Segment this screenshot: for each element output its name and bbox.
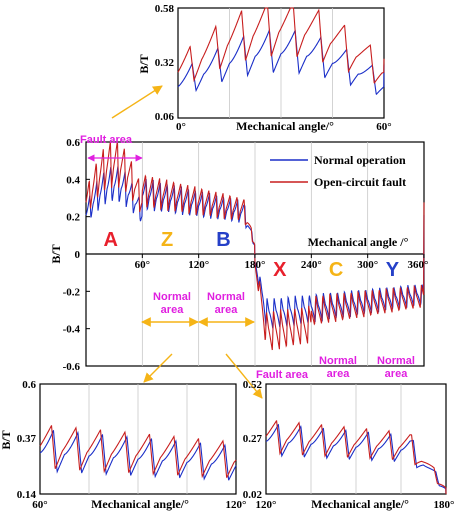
annotation-normal-area-1-line1: Normal (153, 291, 191, 303)
annotations: Fault area Normal area Normal area Fault… (80, 134, 415, 381)
zone-letter-c: C (329, 259, 343, 281)
annotation-fault-area-1: Fault area (80, 134, 133, 146)
inset-left-xtick-0: 60° (32, 499, 47, 511)
main-xtick-2: 180° (245, 259, 266, 271)
annotation-normal-area-4-line2: area (385, 368, 409, 380)
arrow-to-inset-top (111, 85, 163, 119)
inset-top-series (177, 7, 385, 95)
zone-letter-z: Z (161, 229, 173, 251)
inset-right-xlabel: Mechanical angle/° (311, 497, 409, 511)
main-series-open-circuit-fault (85, 141, 425, 351)
annotation-normal-area-2-line2: area (215, 304, 239, 316)
main-ytick-4: -0.2 (63, 286, 81, 298)
inset-top-ylabel: B/T (137, 54, 151, 73)
inset-right-series-open-circuit-fault (265, 420, 447, 495)
inset-top-series-open-circuit-fault (177, 7, 385, 84)
main-ytick-1: 0.4 (66, 174, 80, 186)
inset-left-xlabel: Mechanical angle/° (91, 497, 189, 511)
main-xtick-3: 240° (301, 259, 322, 271)
inset-left-ylabel: B/T (0, 430, 13, 449)
inset-connector-arrows (111, 85, 263, 399)
arrow-to-inset-left (143, 353, 173, 383)
inset-right-xtick-0: 120° (256, 499, 277, 511)
main-xlabel: Mechanical angle /° (308, 235, 409, 249)
inset-right-series (265, 420, 447, 495)
main-ytick-3: 0 (75, 249, 81, 261)
legend: Normal operation Open-circuit fault (270, 153, 406, 189)
inset-left-series (39, 425, 237, 481)
inset-right-ytick-0: 0.52 (243, 379, 263, 391)
inset-left-ytick-2: 0.14 (17, 489, 37, 501)
annotation-normal-area-1-line2: area (161, 304, 185, 316)
main-ytick-5: -0.4 (63, 324, 81, 336)
main-xtick-1: 120° (188, 259, 209, 271)
zone-letter-b: B (216, 229, 230, 251)
inset-left-ytick-0: 0.6 (22, 379, 36, 391)
annotation-normal-area-4-line1: Normal (377, 355, 415, 367)
main-xtick-4: 300° (357, 259, 378, 271)
inset-top-ytick-2: 0.06 (155, 111, 175, 123)
main-ytick-0: 0.6 (66, 137, 80, 149)
inset-top-series-normal-operation (177, 28, 385, 95)
annotation-normal-area-3-line1: Normal (319, 355, 357, 367)
annotation-normal-area-2-line1: Normal (207, 291, 245, 303)
inset-top-xtick-1: 60° (376, 121, 391, 133)
inset-top-ytick-1: 0.32 (155, 57, 175, 69)
inset-left-grid (88, 384, 188, 494)
arrow-to-inset-right (225, 353, 263, 399)
inset-top-chart: 0.58 0.32 0.06 0° 60° Mechanical angle/°… (137, 3, 392, 133)
main-xticks: 60° 120° 180° 240° 300° 360° (135, 254, 429, 271)
zone-letter-x: X (273, 259, 287, 281)
annotation-fault-area-2: Fault area (256, 369, 309, 381)
inset-left-series-normal-operation (39, 429, 237, 481)
inset-right-chart: 0.52 0.27 0.02 120° 180° Mechanical angl… (243, 379, 455, 511)
inset-right-series-normal-operation (265, 423, 447, 495)
annotation-normal-area-3-line2: area (327, 368, 351, 380)
main-ytick-6: -0.6 (63, 361, 81, 373)
inset-right-ytick-2: 0.02 (243, 489, 263, 501)
main-chart: 60° 120° 180° 240° 300° 360° 0.6 0.4 0.2 0 -0.2 -0… (49, 85, 429, 399)
legend-label-normal: Normal operation (314, 153, 406, 167)
inset-left-ytick-1: 0.37 (17, 433, 37, 445)
inset-top-xtick-0: 0° (176, 121, 186, 133)
inset-left-xtick-1: 120° (226, 499, 247, 511)
main-ylabel: B/T (49, 244, 63, 263)
inset-top-ytick-0: 0.58 (155, 3, 175, 15)
main-series (85, 141, 425, 351)
main-zone-letters: A Z B X C Y (104, 229, 400, 281)
main-yticks: 0.6 0.4 0.2 0 -0.2 -0.4 -0.6 (63, 137, 90, 373)
inset-right-xtick-1: 180° (434, 499, 455, 511)
inset-right-ytick-1: 0.27 (243, 433, 263, 445)
inset-top-xlabel: Mechanical angle/° (236, 119, 334, 133)
main-ytick-2: 0.2 (66, 212, 80, 224)
inset-left-series-open-circuit-fault (39, 425, 237, 479)
main-xtick-5: 360° (408, 259, 429, 271)
zone-letter-a: A (104, 229, 118, 251)
legend-label-fault: Open-circuit fault (314, 175, 406, 189)
inset-left-chart: 0.6 0.37 0.14 60° 120° Mechanical angle/… (0, 379, 246, 511)
main-xtick-0: 60° (135, 259, 150, 271)
zone-letter-y: Y (386, 259, 400, 281)
